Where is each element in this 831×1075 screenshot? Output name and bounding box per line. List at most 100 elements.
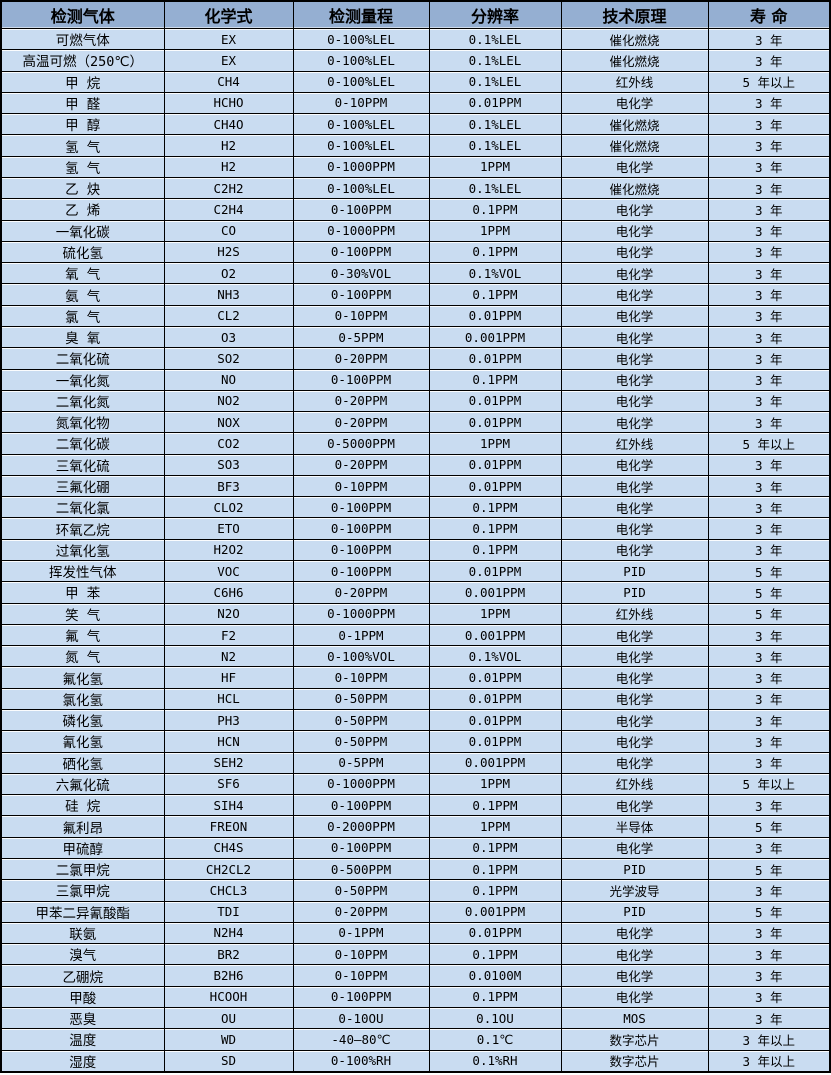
cell-chemical-formula: HCOOH xyxy=(163,985,294,1008)
cell-lifespan: 3 年 xyxy=(707,304,831,327)
cell-gas-name: 氮 气 xyxy=(0,645,165,668)
cell-resolution: 1PPM xyxy=(428,772,562,796)
table-row: 六氟化硫 SF6 0-1000PPM 1PPM 红外线 5 年以上 xyxy=(0,772,831,796)
cell-lifespan: 3 年 xyxy=(707,27,831,51)
cell-tech-principle: 红外线 xyxy=(560,70,709,93)
cell-lifespan: 3 年 xyxy=(707,538,831,562)
cell-lifespan: 3 年 xyxy=(707,985,831,1008)
cell-gas-name: 二氧化氯 xyxy=(0,496,165,519)
cell-tech-principle: 催化燃烧 xyxy=(560,49,709,72)
cell-tech-principle: 电化学 xyxy=(560,964,709,987)
cell-lifespan: 3 年 xyxy=(707,708,831,732)
cell-chemical-formula: O2 xyxy=(163,262,294,285)
table-row: 氢 气 H2 0-100%LEL 0.1%LEL 催化燃烧 3 年 xyxy=(0,134,831,157)
cell-detection-range: 0-100PPM xyxy=(292,517,430,540)
cell-resolution: 0.01PPM xyxy=(428,708,562,732)
cell-chemical-formula: N2O xyxy=(163,602,294,625)
cell-gas-name: 三氧化硫 xyxy=(0,453,165,476)
cell-gas-name: 氮氧化物 xyxy=(0,411,165,434)
cell-detection-range: 0-30%VOL xyxy=(292,262,430,285)
cell-chemical-formula: N2 xyxy=(163,645,294,668)
table-row: 三氟化硼 BF3 0-10PPM 0.01PPM 电化学 3 年 xyxy=(0,474,831,498)
table-row: 氢 气 H2 0-1000PPM 1PPM 电化学 3 年 xyxy=(0,155,831,178)
cell-tech-principle: 电化学 xyxy=(560,240,709,264)
table-row: 甲酸 HCOOH 0-100PPM 0.1PPM 电化学 3 年 xyxy=(0,985,831,1008)
cell-chemical-formula: BR2 xyxy=(163,943,294,966)
cell-tech-principle: 电化学 xyxy=(560,730,709,753)
cell-detection-range: 0-20PPM xyxy=(292,411,430,434)
table-row: 环氧乙烷 ETO 0-100PPM 0.1PPM 电化学 3 年 xyxy=(0,517,831,540)
cell-resolution: 0.01PPM xyxy=(428,411,562,434)
cell-chemical-formula: BF3 xyxy=(163,474,294,498)
table-row: 挥发性气体 VOC 0-100PPM 0.01PPM PID 5 年 xyxy=(0,560,831,583)
table-row: 温度 WD -40—80℃ 0.1℃ 数字芯片 3 年以上 xyxy=(0,1028,831,1051)
cell-tech-principle: 电化学 xyxy=(560,411,709,434)
cell-detection-range: 0-100%RH xyxy=(292,1049,430,1073)
cell-detection-range: 0-10PPM xyxy=(292,304,430,327)
cell-chemical-formula: EX xyxy=(163,49,294,72)
cell-resolution: 0.01PPM xyxy=(428,389,562,413)
table-row: 二氧化硫 SO2 0-20PPM 0.01PPM 电化学 3 年 xyxy=(0,347,831,370)
cell-resolution: 1PPM xyxy=(428,432,562,455)
cell-resolution: 0.1PPM xyxy=(428,943,562,966)
cell-gas-name: 甲酸 xyxy=(0,985,165,1008)
cell-tech-principle: 电化学 xyxy=(560,538,709,562)
cell-gas-name: 甲 烷 xyxy=(0,70,165,93)
cell-chemical-formula: CHCL3 xyxy=(163,879,294,902)
cell-gas-name: 二氧化硫 xyxy=(0,347,165,370)
cell-gas-name: 磷化氢 xyxy=(0,708,165,732)
cell-lifespan: 3 年 xyxy=(707,113,831,136)
cell-chemical-formula: CL2 xyxy=(163,304,294,327)
cell-resolution: 0.1%VOL xyxy=(428,645,562,668)
table-row: 过氧化氢 H2O2 0-100PPM 0.1PPM 电化学 3 年 xyxy=(0,538,831,562)
cell-gas-name: 乙 炔 xyxy=(0,176,165,200)
table-row: 甲硫醇 CH4S 0-100PPM 0.1PPM 电化学 3 年 xyxy=(0,836,831,859)
table-row: 氧 气 O2 0-30%VOL 0.1%VOL 电化学 3 年 xyxy=(0,262,831,285)
table-row: 三氯甲烷 CHCL3 0-50PPM 0.1PPM 光学波导 3 年 xyxy=(0,879,831,902)
cell-lifespan: 3 年 xyxy=(707,155,831,178)
cell-chemical-formula: HCN xyxy=(163,730,294,753)
cell-detection-range: 0-10PPM xyxy=(292,943,430,966)
cell-detection-range: 0-100PPM xyxy=(292,283,430,306)
table-row: 恶臭 OU 0-10OU 0.1OU MOS 3 年 xyxy=(0,1006,831,1030)
cell-chemical-formula: WD xyxy=(163,1028,294,1051)
cell-chemical-formula: H2O2 xyxy=(163,538,294,562)
cell-gas-name: 三氟化硼 xyxy=(0,474,165,498)
cell-tech-principle: 催化燃烧 xyxy=(560,176,709,200)
cell-gas-name: 一氧化氮 xyxy=(0,368,165,391)
cell-resolution: 0.1%LEL xyxy=(428,49,562,72)
cell-tech-principle: 催化燃烧 xyxy=(560,27,709,51)
cell-tech-principle: 红外线 xyxy=(560,432,709,455)
cell-tech-principle: 电化学 xyxy=(560,347,709,370)
cell-gas-name: 乙硼烷 xyxy=(0,964,165,987)
cell-resolution: 0.1℃ xyxy=(428,1028,562,1051)
cell-lifespan: 3 年 xyxy=(707,751,831,774)
cell-resolution: 1PPM xyxy=(428,155,562,178)
table-row: 甲 苯 C6H6 0-20PPM 0.001PPM PID 5 年 xyxy=(0,581,831,604)
cell-detection-range: 0-1000PPM xyxy=(292,772,430,796)
header-resolution: 分辨率 xyxy=(428,0,562,29)
cell-resolution: 0.1%RH xyxy=(428,1049,562,1073)
cell-chemical-formula: CO2 xyxy=(163,432,294,455)
table-row: 氟 气 F2 0-1PPM 0.001PPM 电化学 3 年 xyxy=(0,623,831,647)
cell-gas-name: 氟化氢 xyxy=(0,666,165,689)
cell-detection-range: 0-1000PPM xyxy=(292,602,430,625)
table-body: 可燃气体 EX 0-100%LEL 0.1%LEL 催化燃烧 3 年高温可燃（250℃） E… xyxy=(0,27,831,1073)
cell-chemical-formula: SIH4 xyxy=(163,794,294,817)
cell-tech-principle: 电化学 xyxy=(560,325,709,349)
cell-resolution: 0.001PPM xyxy=(428,325,562,349)
cell-detection-range: 0-1000PPM xyxy=(292,219,430,242)
cell-resolution: 0.1PPM xyxy=(428,368,562,391)
cell-chemical-formula: CLO2 xyxy=(163,496,294,519)
cell-detection-range: 0-10PPM xyxy=(292,964,430,987)
cell-lifespan: 3 年 xyxy=(707,91,831,115)
cell-chemical-formula: C2H4 xyxy=(163,198,294,221)
cell-resolution: 0.001PPM xyxy=(428,581,562,604)
cell-detection-range: 0-500PPM xyxy=(292,857,430,881)
cell-detection-range: 0-100PPM xyxy=(292,240,430,264)
cell-gas-name: 硅 烷 xyxy=(0,794,165,817)
cell-detection-range: 0-100PPM xyxy=(292,794,430,817)
cell-lifespan: 3 年以上 xyxy=(707,1028,831,1051)
cell-gas-name: 环氧乙烷 xyxy=(0,517,165,540)
cell-lifespan: 3 年 xyxy=(707,730,831,753)
